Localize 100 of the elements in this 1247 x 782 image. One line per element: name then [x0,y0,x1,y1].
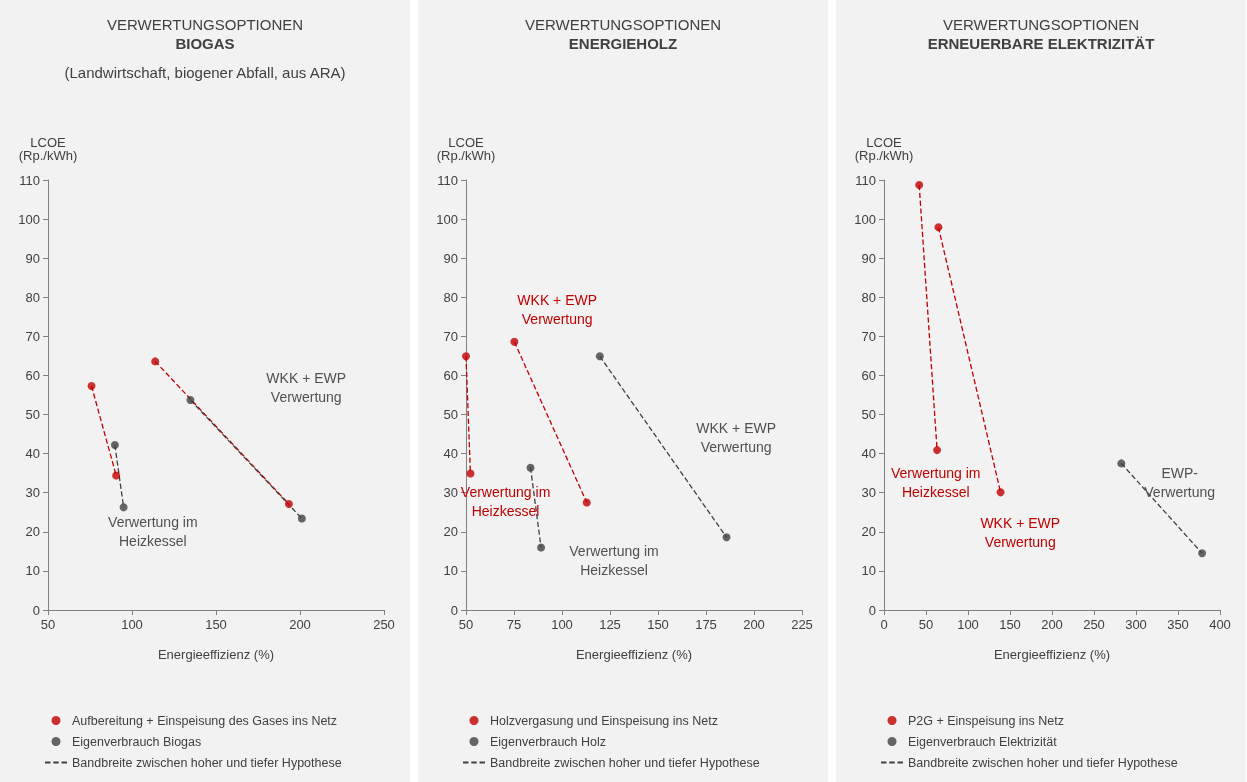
annotation: Verwertung im Heizkessel [460,484,551,520]
point [915,181,924,190]
legend-label: Bandbreite zwischen hoher und tiefer Hypothese [490,755,760,770]
legend-label: Holzvergasung und Einspeisung ins Netz [490,713,718,728]
x-tick-label: 75 [506,617,522,632]
y-tick-label: 80 [25,289,40,305]
x-tick-label: 150 [647,617,669,632]
x-tick-label: 200 [289,617,311,632]
y-tick-label: 100 [436,211,458,227]
x-tick-label: 200 [1041,617,1063,632]
legend-label: Eigenverbrauch Elektrizität [908,734,1058,749]
x-axis-title: Energieeffizienz (%) [575,647,693,662]
x-tick-label: 50 [458,617,474,632]
y-tick-label: 10 [25,563,40,579]
x-axis-title: Energieeffizienz (%) [993,647,1111,662]
y-tick-label: 20 [861,524,876,540]
point [186,396,195,405]
y-tick-label: 50 [443,407,458,423]
chart-subtitle: ERNEUERBARE ELEKTRIZITÄT [927,35,1155,52]
annotation: WKK + EWP Verwertung [696,420,777,456]
y-tick-label: 30 [861,485,876,501]
legend-label: Eigenverbrauch Holz [490,734,607,749]
annotation: WKK + EWP Verwertung [266,370,347,406]
point [537,543,546,552]
annotation: Verwertung im Heizkessel [569,543,659,579]
legend-label: Bandbreite zwischen hoher und tiefer Hypothese [72,755,342,770]
x-tick-label: 150 [999,617,1021,632]
y-tick-label: 100 [18,211,40,227]
point [722,533,731,542]
legend-label: Aufbereitung + Einspeisung des Gases ins Netz [72,713,338,728]
point [297,514,306,523]
x-tick-label: 250 [1083,617,1105,632]
y-tick-label: 50 [861,407,876,423]
y-axis-title: LCOE (Rp./kWh) [854,135,914,163]
y-tick-label: 60 [861,367,876,383]
x-tick-label: 125 [599,617,621,632]
point [595,352,604,361]
legend-label: Eigenverbrauch Biogas [72,734,202,749]
chart-subtitle: BIOGAS [175,35,235,52]
x-tick-label: 225 [791,617,813,632]
y-tick-label: 20 [25,524,40,540]
legend-label: Bandbreite zwischen hoher und tiefer Hypothese [908,755,1178,770]
x-tick-label: 100 [121,617,143,632]
point [87,382,96,391]
x-tick-label: 50 [918,617,934,632]
annotation: EWP- Verwertung [1144,465,1216,501]
y-tick-label: 90 [443,250,458,266]
x-tick-label: 200 [743,617,765,632]
y-tick-label: 60 [25,367,40,383]
annotation: Verwertung im Heizkessel [891,465,981,501]
y-tick-label: 20 [443,524,458,540]
point [510,337,519,346]
y-tick-label: 70 [25,328,40,344]
y-tick-label: 70 [861,328,876,344]
y-tick-label: 110 [19,172,40,188]
y-tick-label: 0 [32,602,40,618]
y-tick-label: 40 [861,446,876,462]
point [151,357,160,366]
point [466,469,475,478]
y-tick-label: 80 [861,289,876,305]
point [996,488,1005,497]
y-axis-title: LCOE (Rp./kWh) [18,135,78,163]
x-tick-label: 150 [205,617,227,632]
chart-title: VERWERTUNGSOPTIONEN [106,16,304,33]
y-tick-label: 80 [443,289,458,305]
point [934,223,943,232]
annotation: Verwertung im Heizkessel [108,513,198,549]
x-tick-label: 100 [957,617,979,632]
x-axis-title: Energieeffizienz (%) [157,647,275,662]
chart-title: VERWERTUNGSOPTIONEN [524,16,722,33]
x-tick-label: 350 [1167,617,1189,632]
point [526,463,535,472]
x-tick-label: 400 [1209,617,1231,632]
y-axis-title: LCOE (Rp./kWh) [436,135,496,163]
y-tick-label: 90 [861,250,876,266]
x-tick-label: 250 [373,617,395,632]
chart-subtitle: ENERGIEHOLZ [568,35,678,52]
y-tick-label: 10 [861,563,876,579]
x-tick-label: 50 [40,617,56,632]
y-tick-label: 0 [868,602,876,618]
point [119,503,128,512]
annotation: WKK + EWP Verwertung [980,515,1061,551]
y-tick-label: 40 [25,446,40,462]
point [1117,459,1126,468]
point [284,500,293,509]
point [112,471,121,480]
y-tick-label: 40 [443,446,458,462]
point [933,446,942,455]
y-tick-label: 30 [443,485,458,501]
x-tick-label: 175 [695,617,717,632]
y-tick-label: 110 [437,172,458,188]
annotation: WKK + EWP Verwertung [517,291,598,327]
y-tick-label: 70 [443,328,458,344]
point [582,498,591,507]
x-tick-label: 100 [551,617,573,632]
y-tick-label: 100 [854,211,876,227]
x-tick-label: 0 [880,617,888,632]
y-tick-label: 50 [25,407,40,423]
chart-title: VERWERTUNGSOPTIONEN [942,16,1140,33]
text: (Landwirtschaft, biogener Abfall, aus ARA) [64,64,346,81]
